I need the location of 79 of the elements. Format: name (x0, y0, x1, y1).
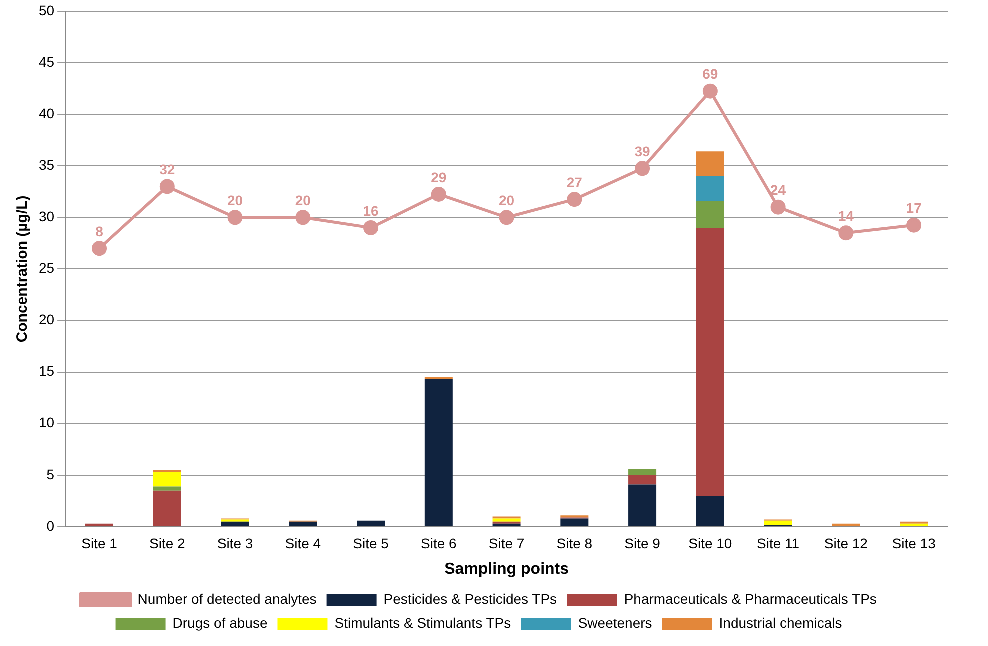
legend-label: Industrial chemicals (719, 614, 842, 631)
y-tick-label: 15 (38, 363, 55, 380)
point (431, 186, 446, 202)
point (499, 210, 514, 226)
y-tick-label: 30 (38, 208, 55, 224)
bar (153, 490, 182, 526)
bar (221, 522, 250, 526)
bar (696, 496, 724, 526)
bar (153, 486, 182, 491)
data-label: 27 (566, 174, 583, 190)
point (296, 210, 311, 226)
y-tick-label: 45 (38, 54, 55, 70)
bar (492, 524, 521, 526)
point (702, 84, 718, 99)
legend-label: Pesticides & Pesticides TPs (384, 590, 558, 607)
bar (357, 520, 386, 526)
bar (153, 472, 182, 487)
point (228, 210, 243, 226)
x-tick-label: Site 1 (82, 535, 118, 552)
y-tick-label: 40 (38, 105, 55, 122)
y-tick-label: 20 (38, 312, 55, 328)
data-label: 32 (160, 162, 176, 178)
bar (696, 228, 724, 496)
data-label: 24 (770, 182, 786, 198)
x-tick-label: Site 12 (824, 535, 868, 552)
y-tick-label: 10 (38, 414, 55, 431)
x-axis-title: Sampling points (444, 560, 570, 578)
legend-label: Stimulants & Stimulants TPs (334, 614, 512, 631)
x-tick-label: Site 11 (757, 535, 800, 552)
point (635, 161, 650, 176)
bar (696, 176, 724, 202)
bar (492, 518, 521, 522)
bar (424, 380, 453, 526)
x-tick-label: Site 13 (892, 535, 936, 552)
x-tick-label: Site 2 (149, 535, 186, 552)
x-tick-label: Site 5 (353, 535, 390, 552)
point (770, 200, 786, 215)
bar (560, 518, 589, 526)
point (906, 218, 922, 233)
bar (86, 524, 114, 526)
bar (628, 475, 657, 485)
y-axis-title: Concentration (µg/L) (14, 196, 32, 343)
legend-label: Sweeteners (578, 614, 652, 631)
data-label: 39 (634, 144, 651, 160)
point (364, 220, 379, 236)
data-label: 20 (227, 192, 244, 208)
x-tick-label: Site 7 (488, 535, 525, 552)
point (160, 179, 175, 194)
data-label: 20 (295, 192, 312, 208)
bar (696, 201, 724, 228)
data-label: 20 (498, 192, 515, 208)
y-tick-label: 50 (38, 2, 55, 18)
point (92, 241, 108, 256)
x-tick-label: Site 9 (624, 535, 661, 552)
x-tick-label: Site 6 (421, 535, 458, 552)
x-tick-label: Site 4 (285, 535, 322, 552)
data-label: 8 (96, 223, 104, 240)
bar (628, 484, 657, 526)
x-tick-label: Site 8 (556, 535, 593, 552)
y-tick-label: 0 (46, 518, 55, 534)
legend-label: Pharmaceuticals & Pharmaceuticals TPs (624, 590, 877, 607)
x-tick-label: Site 10 (688, 535, 732, 552)
bar (696, 152, 724, 176)
bar (289, 522, 318, 526)
data-label: 69 (702, 66, 718, 82)
y-tick-label: 35 (38, 156, 55, 173)
bar (764, 520, 792, 525)
point (567, 192, 582, 208)
y-tick-label: 25 (38, 260, 55, 276)
y-tick-label: 5 (46, 466, 55, 482)
data-label: 17 (906, 200, 922, 216)
legend-label: Number of detected analytes (138, 590, 317, 607)
data-label: 16 (363, 202, 380, 219)
data-label: 29 (431, 169, 447, 186)
bar (628, 469, 657, 476)
bar (424, 377, 453, 380)
legend-label: Drugs of abuse (172, 614, 268, 631)
point (838, 226, 854, 241)
x-tick-label: Site 3 (217, 535, 254, 552)
